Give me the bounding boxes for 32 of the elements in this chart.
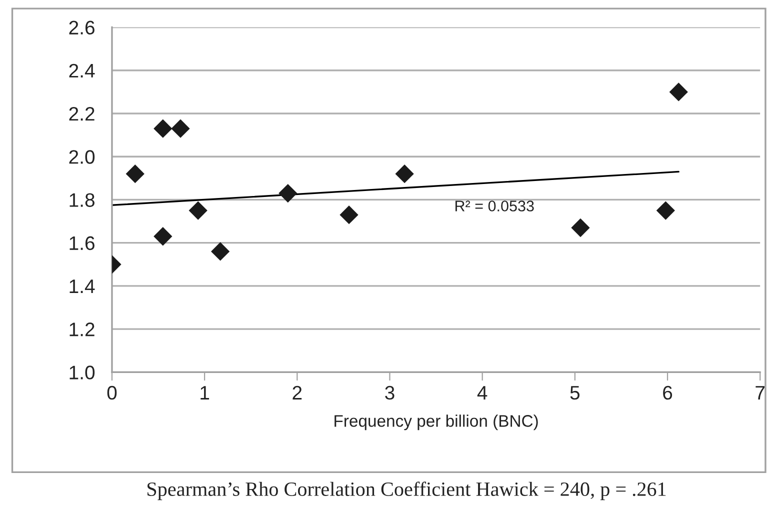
y-tick-label: 1.8 — [70, 193, 94, 207]
y-tick-label: 2.6 — [69, 20, 94, 35]
point — [571, 218, 590, 238]
x-tick-label: 7 — [756, 386, 765, 400]
point — [171, 119, 190, 138]
x-tick-label: 1 — [200, 386, 210, 400]
x-axis-title: Frequency per billion (BNC) — [334, 414, 538, 430]
x-tick-label: 2 — [292, 386, 302, 400]
x-tick-label: 0 — [107, 386, 117, 400]
point — [188, 201, 208, 220]
x-tick-label: 4 — [477, 386, 488, 400]
x-tick-label: 5 — [570, 386, 580, 400]
point — [395, 164, 414, 184]
point — [669, 82, 688, 102]
point — [154, 119, 172, 138]
y-tick-label: 1.0 — [70, 366, 95, 380]
text: Spearman’s Rho Correlation Coefficient Hawick = 240, p = .261 — [148, 482, 666, 500]
y-tick-label: 1.6 — [70, 236, 94, 250]
y-tick-label: 2.0 — [69, 150, 95, 164]
point — [340, 206, 358, 224]
y-tick-label: 2.2 — [69, 106, 94, 121]
point — [278, 184, 298, 203]
point — [210, 242, 230, 261]
point — [154, 227, 172, 246]
y-tick-label: 1.4 — [70, 280, 95, 293]
x-tick-label: 3 — [385, 386, 394, 400]
x-tick-label: 6 — [663, 386, 672, 400]
point — [126, 164, 144, 184]
y-tick-label: 1.2 — [70, 322, 94, 336]
point — [656, 201, 675, 220]
annotation: R² = 0.0533 — [455, 200, 534, 212]
y-tick-label: 2.4 — [69, 64, 95, 78]
